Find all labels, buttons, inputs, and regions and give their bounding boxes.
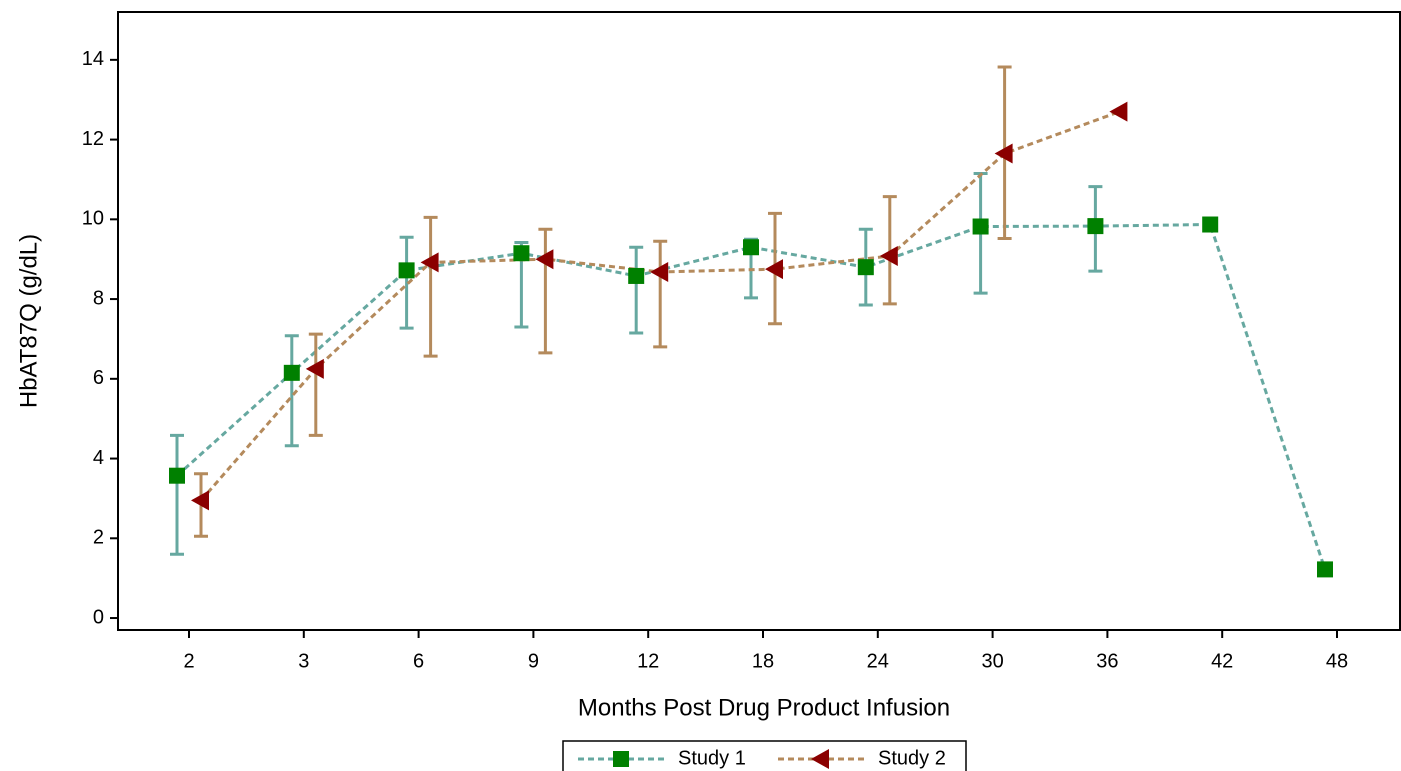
marker <box>765 259 783 280</box>
error-bar <box>170 433 184 556</box>
y-axis-label: HbAT87Q (g/dL) <box>15 234 42 408</box>
marker <box>535 249 554 270</box>
y-tick-label: 0 <box>93 606 104 628</box>
y-tick-label: 10 <box>82 208 104 230</box>
marker <box>1109 101 1128 122</box>
marker <box>1202 216 1219 233</box>
y-tick-label: 4 <box>93 447 104 469</box>
y-tick-label: 14 <box>82 48 104 70</box>
x-tick-label: 2 <box>183 650 194 672</box>
marker <box>1317 561 1333 578</box>
y-tick-label: 6 <box>93 367 104 389</box>
legend-box <box>562 740 967 771</box>
marker <box>1087 218 1104 235</box>
marker <box>650 261 669 282</box>
x-tick-label: 36 <box>1096 650 1118 672</box>
x-tick-label: 48 <box>1326 650 1348 672</box>
x-tick-label: 6 <box>413 650 424 672</box>
x-tick-label: 18 <box>752 650 774 672</box>
x-tick-label: 42 <box>1211 650 1233 672</box>
error-bar <box>653 239 668 349</box>
marker <box>857 259 874 276</box>
y-tick-label: 8 <box>93 287 104 309</box>
x-tick-label: 30 <box>981 650 1003 672</box>
error-bar <box>399 235 414 330</box>
marker <box>628 267 645 284</box>
series-line <box>175 222 1327 570</box>
marker <box>513 245 530 262</box>
error-bar <box>423 215 438 358</box>
marker <box>169 467 185 484</box>
marker <box>191 490 209 511</box>
error-bar <box>629 245 644 335</box>
plot-frame <box>117 11 1401 631</box>
error-bar <box>284 334 299 448</box>
marker <box>305 358 324 379</box>
marker <box>743 239 759 256</box>
marker <box>994 143 1013 164</box>
error-bar <box>538 227 553 355</box>
x-tick-label: 9 <box>528 650 539 672</box>
legend-marker <box>811 749 829 769</box>
x-tick-label: 24 <box>867 650 889 672</box>
error-bar <box>882 195 897 306</box>
legend-label: Study 1 <box>678 747 746 769</box>
legend-marker <box>613 751 629 767</box>
error-bar <box>308 332 323 437</box>
marker <box>879 246 898 267</box>
x-tick-label: 12 <box>637 650 659 672</box>
marker <box>283 364 300 381</box>
x-tick-label: 3 <box>298 650 309 672</box>
x-axis-label: Months Post Drug Product Infusion <box>578 694 950 721</box>
marker <box>398 262 415 279</box>
marker <box>972 218 989 235</box>
legend-label: Study 2 <box>878 747 946 769</box>
marker <box>420 252 439 273</box>
y-tick-label: 2 <box>93 527 104 549</box>
y-tick-label: 12 <box>82 128 104 150</box>
